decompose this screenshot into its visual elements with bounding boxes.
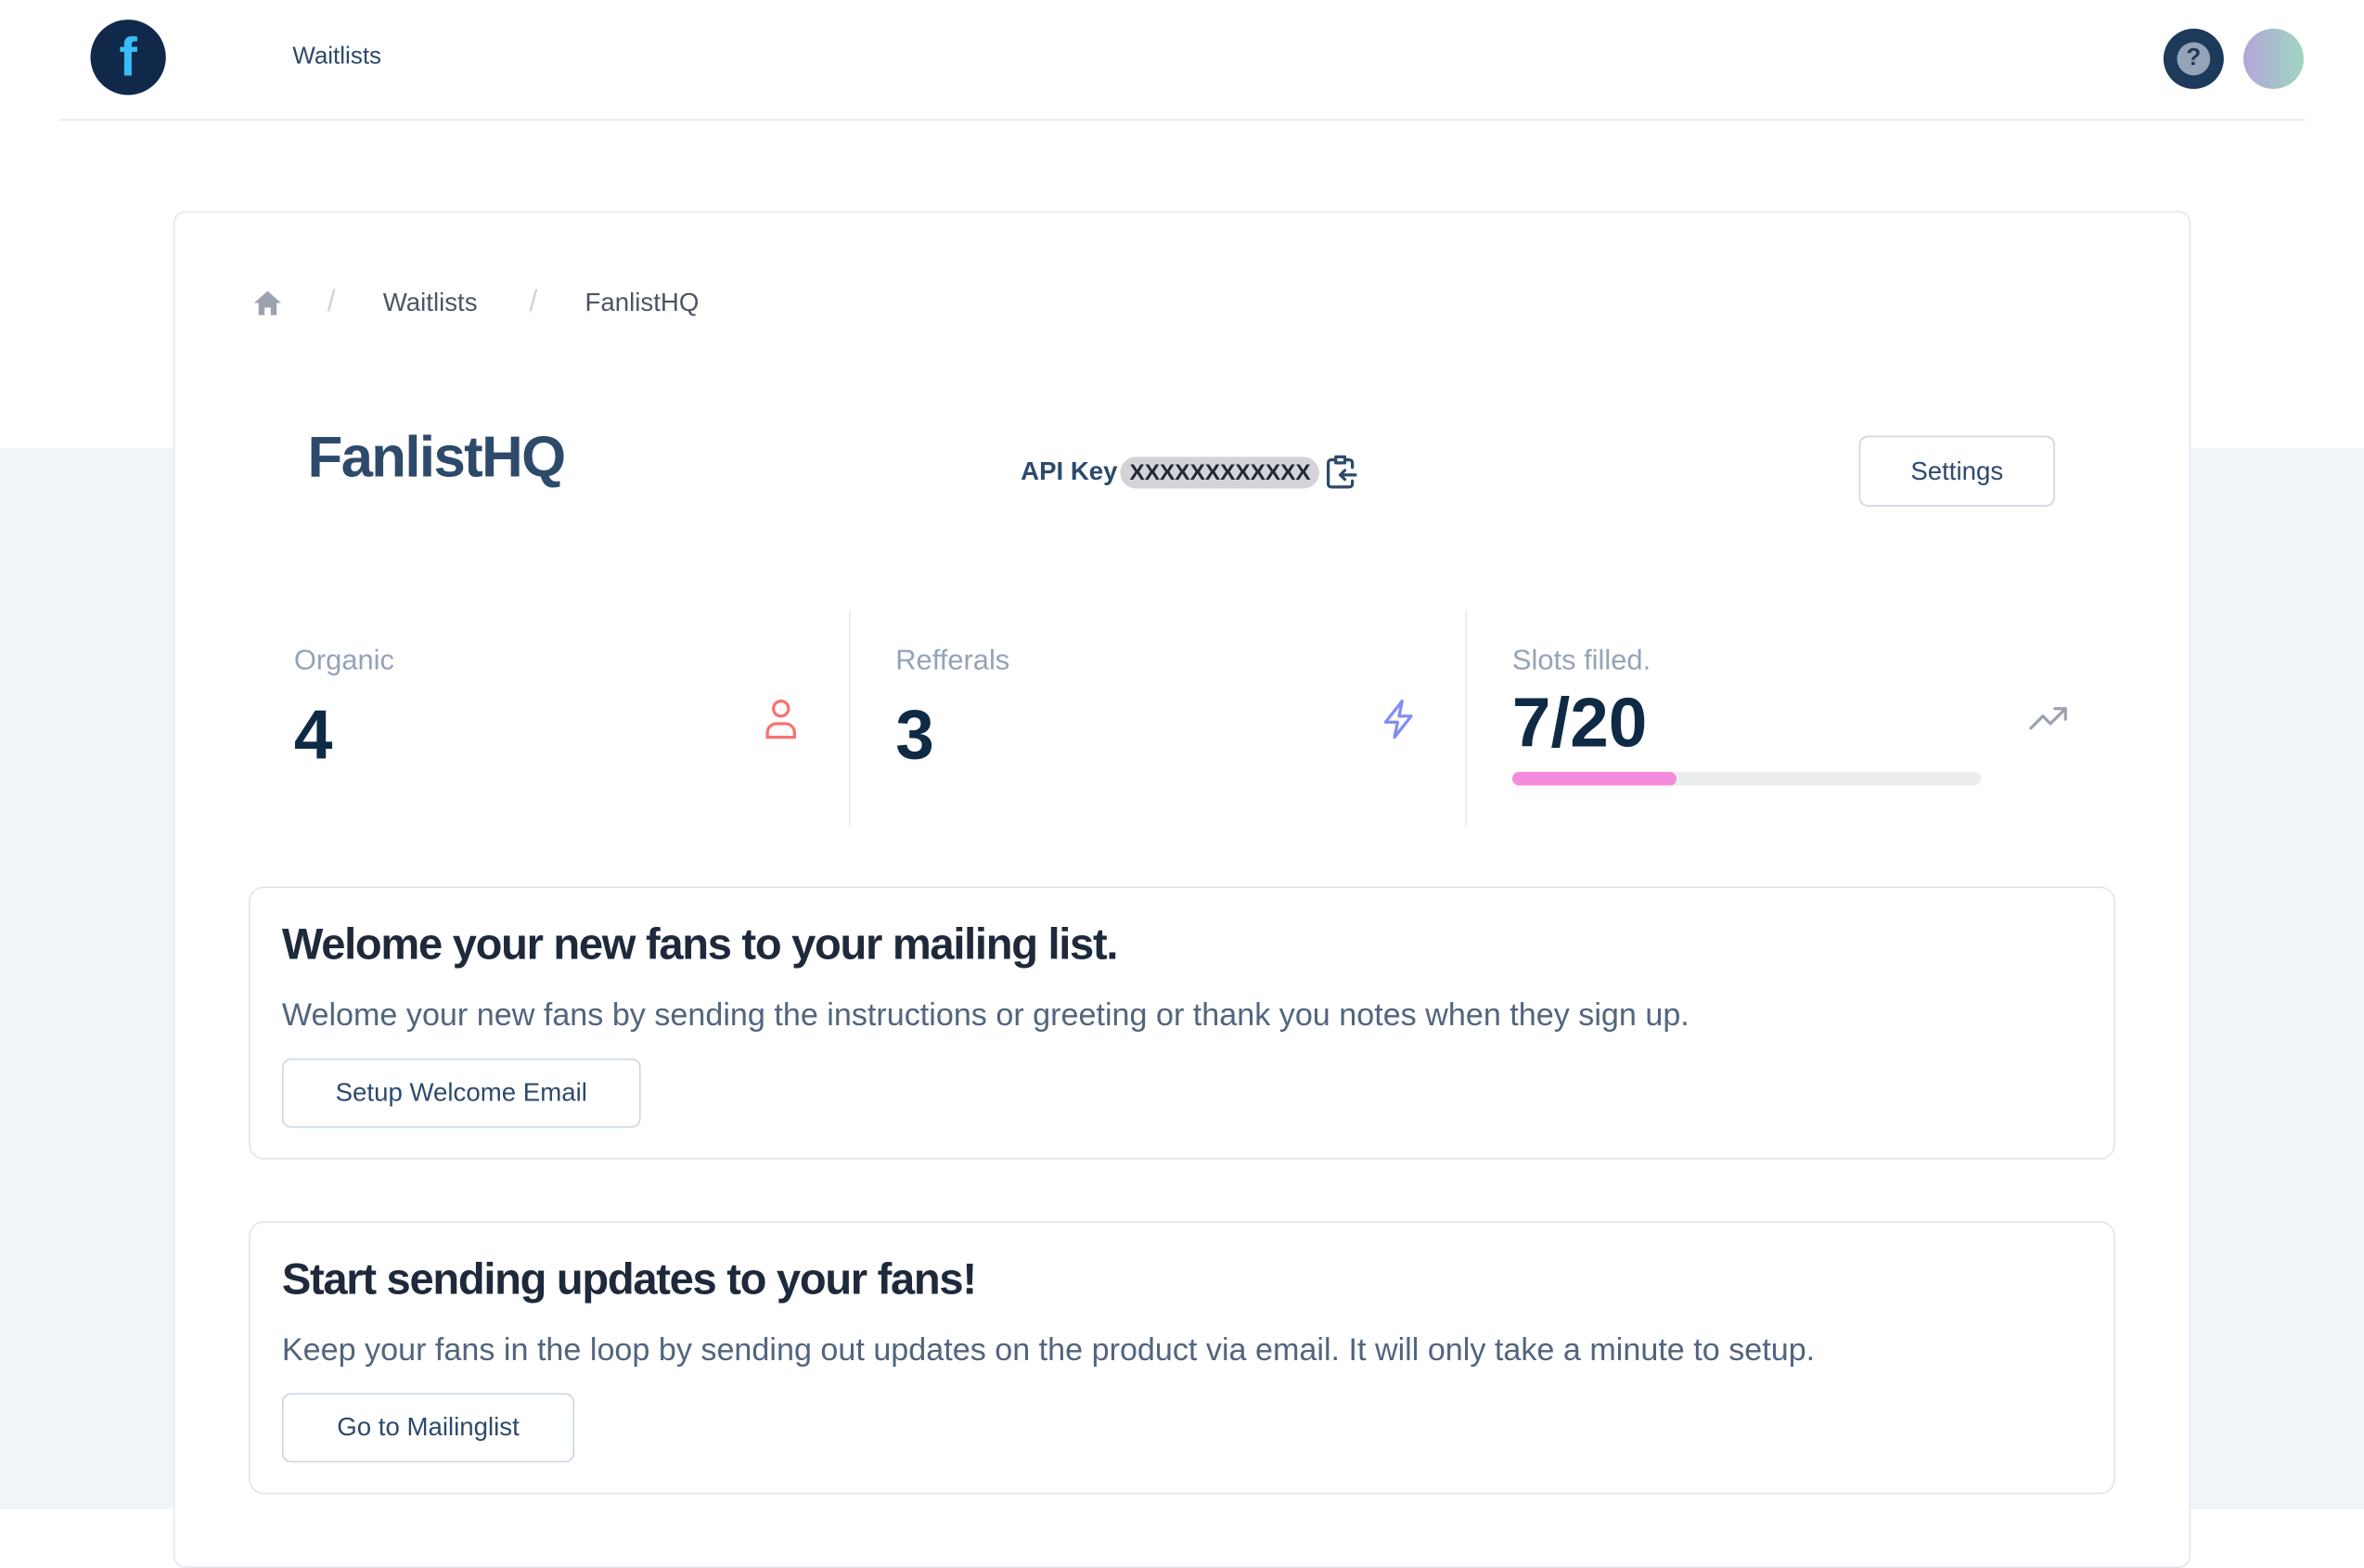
home-icon[interactable]	[251, 288, 283, 318]
header-divider	[58, 119, 2305, 121]
app-logo[interactable]: f	[91, 19, 166, 95]
help-button[interactable]: ?	[2164, 29, 2224, 89]
stat-organic-value: 4	[294, 694, 333, 776]
page: f Waitlists ? / Waitlists / FanlistHQ Fa…	[0, 0, 2364, 1510]
settings-button[interactable]: Settings	[1859, 436, 2055, 507]
breadcrumb-waitlists[interactable]: Waitlists	[383, 288, 478, 318]
page-title: FanlistHQ	[308, 427, 565, 492]
breadcrumb-separator: /	[529, 285, 537, 319]
trending-up-icon	[2029, 702, 2068, 733]
mailinglist-card: Start sending updates to your fans! Keep…	[249, 1221, 2115, 1494]
user-icon	[764, 698, 798, 740]
breadcrumb-current: FanlistHQ	[585, 288, 700, 318]
card-heading: Start sending updates to your fans!	[282, 1256, 976, 1306]
card-description: Welome your new fans by sending the inst…	[282, 998, 1689, 1035]
avatar[interactable]	[2243, 29, 2304, 89]
breadcrumb-separator: /	[328, 285, 336, 319]
slots-progress-fill	[1512, 772, 1677, 786]
setup-welcome-email-button[interactable]: Setup Welcome Email	[282, 1059, 641, 1128]
stat-slots-label: Slots filled.	[1512, 646, 1651, 679]
question-circle-icon: ?	[2178, 43, 2211, 76]
api-key-value: XXXXXXXXXXXX	[1121, 456, 1320, 488]
go-to-mailinglist-button[interactable]: Go to Mailinglist	[282, 1394, 574, 1463]
clipboard-copy-icon[interactable]	[1323, 453, 1359, 492]
card-description: Keep your fans in the loop by sending ou…	[282, 1333, 1815, 1369]
api-key-label: API Key	[1021, 456, 1117, 487]
nav-waitlists[interactable]: Waitlists	[292, 44, 381, 71]
stat-slots-value: 7/20	[1512, 682, 1647, 764]
stat-organic-label: Organic	[294, 646, 394, 679]
slots-progress-bar	[1512, 772, 1981, 786]
welcome-email-card: Welome your new fans to your mailing lis…	[249, 887, 2115, 1160]
stat-referrals-value: 3	[895, 694, 934, 776]
stat-divider	[1466, 610, 1468, 826]
lightning-icon	[1381, 698, 1418, 740]
api-key: API Key XXXXXXXXXXXX	[1021, 453, 1359, 492]
stat-divider	[849, 610, 851, 826]
stat-referrals-label: Refferals	[895, 646, 1009, 679]
card-heading: Welome your new fans to your mailing lis…	[282, 921, 1117, 971]
